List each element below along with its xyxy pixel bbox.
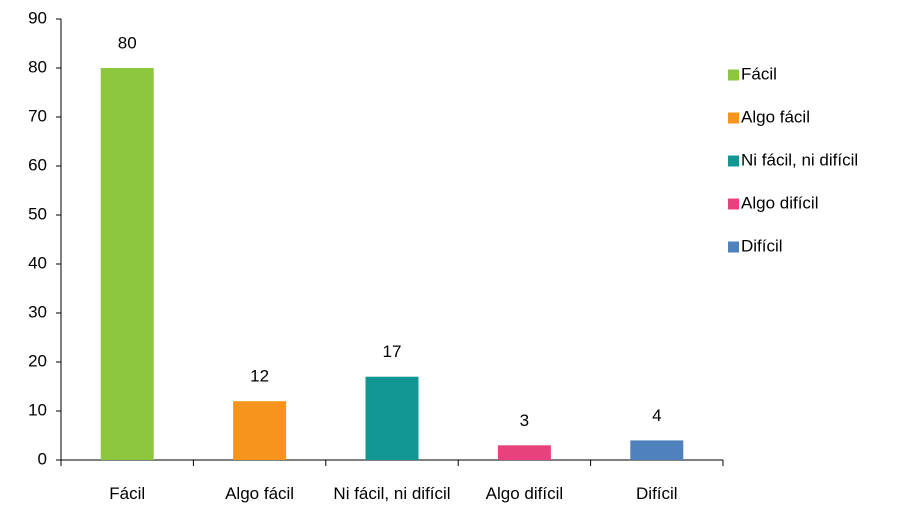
data-label: 12	[250, 367, 269, 386]
y-tick-label: 20	[28, 351, 47, 370]
y-tick-label: 10	[28, 400, 47, 419]
x-tick-label: Algo fácil	[225, 484, 295, 503]
legend-swatch	[728, 69, 739, 81]
y-tick-label: 60	[28, 155, 47, 174]
y-tick-label: 50	[28, 204, 47, 223]
legend-label: Algo fácil	[741, 107, 810, 126]
bar	[365, 376, 419, 460]
bar	[100, 68, 154, 460]
y-tick-label: 70	[28, 106, 47, 125]
legend-label: Difícil	[741, 236, 783, 255]
x-tick-label: Algo difícil	[485, 484, 564, 503]
legend-swatch	[728, 112, 739, 124]
y-tick-label: 30	[28, 302, 47, 321]
y-tick-label: 80	[28, 57, 47, 76]
bar	[233, 401, 287, 460]
x-tick-label: Difícil	[636, 484, 678, 503]
x-tick-label: Fácil	[109, 484, 146, 503]
data-label: 17	[383, 342, 402, 361]
y-tick-label: 40	[28, 253, 47, 272]
legend-label: Ni fácil, ni difícil	[741, 150, 858, 169]
legend-swatch	[728, 241, 739, 253]
legend-label: Algo difícil	[741, 193, 818, 212]
data-label: 4	[652, 406, 661, 425]
data-label: 3	[520, 411, 529, 430]
y-tick-label: 0	[38, 449, 47, 468]
legend-swatch	[728, 155, 739, 167]
bar	[630, 440, 684, 460]
legend-swatch	[728, 198, 739, 210]
bar	[497, 445, 551, 460]
legend-label: Fácil	[741, 64, 777, 83]
x-tick-label: Ni fácil, ni difícil	[333, 484, 451, 503]
data-label: 80	[118, 33, 137, 52]
y-tick-label: 90	[28, 8, 47, 27]
